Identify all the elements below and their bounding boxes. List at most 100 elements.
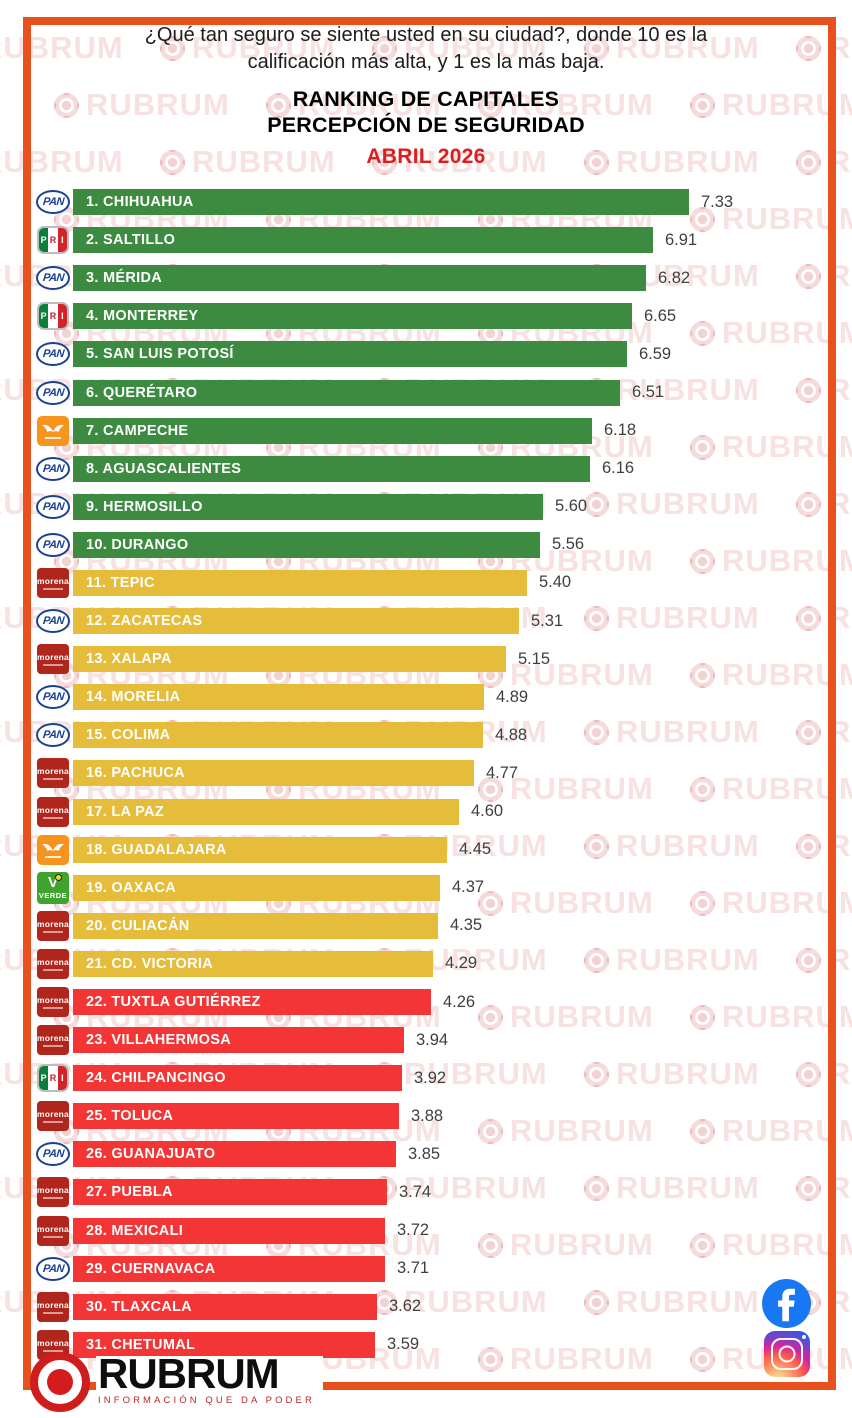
ranking-row: V VERDE 19. OAXACA 4.37 (0, 869, 852, 907)
party-logo-pan: PAN (36, 1142, 70, 1167)
ranking-row: 18. GUADALAJARA 4.45 (0, 831, 852, 869)
bar: 12. ZACATECAS (73, 608, 519, 635)
ranking-row: morena 16. PACHUCA 4.77 (0, 754, 852, 792)
bar-value: 3.85 (408, 1144, 441, 1163)
bar-label: 5. SAN LUIS POTOSÍ (86, 346, 234, 363)
bar: 30. TLAXCALA (73, 1293, 377, 1320)
bar: 28. MEXICALI (73, 1217, 385, 1244)
bar: 5. SAN LUIS POTOSÍ (73, 341, 627, 368)
bar-label: 29. CUERNAVACA (86, 1260, 216, 1277)
rubrum-bullseye-icon (30, 1352, 90, 1412)
party-logo-cell: morena (36, 796, 70, 827)
ranking-row: PAN 14. MORELIA 4.89 (0, 678, 852, 716)
ranking-row: PAN 26. GUANAJUATO 3.85 (0, 1135, 852, 1173)
party-logo-cell: PAN (36, 609, 70, 634)
party-logo-pan: PAN (36, 1256, 70, 1281)
morena-subline (43, 1311, 63, 1314)
bar-value: 6.51 (632, 383, 665, 402)
party-logo-morena: morena (37, 910, 69, 941)
party-logo-pan: PAN (36, 456, 70, 481)
bar-value: 6.91 (665, 230, 698, 249)
bar-label: 28. MEXICALI (86, 1222, 184, 1239)
bar-value: 4.45 (459, 840, 492, 859)
facebook-icon[interactable] (762, 1279, 811, 1328)
bar-value: 5.40 (539, 573, 572, 592)
ranking-row: morena 13. XALAPA 5.15 (0, 640, 852, 678)
pan-label: PAN (41, 272, 65, 285)
ranking-row: PAN 10. DURANGO 5.56 (0, 526, 852, 564)
bar: 26. GUANAJUATO (73, 1141, 396, 1168)
bar-value: 4.77 (486, 763, 519, 782)
morena-subline (43, 968, 63, 971)
bar-label: 26. GUANAJUATO (86, 1146, 216, 1163)
ranking-row: P R I 24. CHILPANCINGO 3.92 (0, 1059, 852, 1097)
bar: 17. LA PAZ (73, 798, 459, 825)
bar: 27. PUEBLA (73, 1179, 387, 1206)
party-logo-cell: PAN (36, 456, 70, 481)
eagle-icon (42, 844, 64, 852)
bar: 31. CHETUMAL (73, 1331, 375, 1358)
ranking-row: PAN 15. COLIMA 4.88 (0, 716, 852, 754)
verde-label: VERDE (38, 890, 68, 900)
pan-label: PAN (41, 196, 65, 209)
pan-label: PAN (41, 1262, 65, 1275)
bar: 13. XALAPA (73, 646, 506, 673)
morena-subline (43, 930, 63, 933)
morena-subline (43, 1235, 63, 1238)
bar: 11. TEPIC (73, 569, 527, 596)
page-title-line1: RANKING DE CAPITALES (292, 87, 560, 111)
bar: 29. CUERNAVACA (73, 1255, 385, 1282)
bar: 22. TUXTLA GUTIÉRREZ (73, 989, 431, 1016)
bar-value: 4.37 (452, 878, 485, 897)
bar-label: 15. COLIMA (86, 727, 171, 744)
ranking-row: morena 27. PUEBLA 3.74 (0, 1173, 852, 1211)
ranking-row: morena 20. CULIACÁN 4.35 (0, 907, 852, 945)
morena-subline (43, 587, 63, 590)
pri-stripe: P (39, 228, 49, 253)
bar-value: 6.59 (639, 344, 672, 363)
party-logo-mc (37, 415, 69, 446)
ranking-row: PAN 12. ZACATECAS 5.31 (0, 602, 852, 640)
party-logo-morena: morena (37, 1291, 69, 1322)
party-logo-pan: PAN (36, 494, 70, 519)
morena-subline (43, 778, 63, 781)
party-logo-cell: morena (36, 910, 70, 941)
party-logo-cell: morena (36, 987, 70, 1018)
bar-value: 5.31 (531, 611, 564, 630)
instagram-icon[interactable] (764, 1331, 810, 1377)
pan-label: PAN (41, 538, 65, 551)
ranking-row: morena 11. TEPIC 5.40 (0, 564, 852, 602)
bar-label: 4. MONTERREY (86, 308, 199, 325)
party-logo-cell: PAN (36, 494, 70, 519)
rubrum-brand-text: RUBRUM INFORMACIÓN QUE DA PODER (96, 1353, 323, 1408)
party-logo-pan: PAN (36, 190, 70, 215)
pri-stripe: P (39, 304, 49, 329)
party-logo-morena: morena (37, 796, 69, 827)
party-logo-morena: morena (37, 1025, 69, 1056)
bar-label: 16. PACHUCA (86, 765, 185, 782)
bar-label: 6. QUERÉTARO (86, 384, 198, 401)
bar: 3. MÉRIDA (73, 265, 646, 292)
bar: 20. CULIACÁN (73, 912, 438, 939)
instagram-camera-frame (771, 1338, 803, 1370)
party-logo-morena: morena (37, 1215, 69, 1246)
page-title: RANKING DE CAPITALES PERCEPCIÓN DE SEGUR… (0, 86, 852, 138)
party-logo-cell: PAN (36, 532, 70, 557)
ranking-row: P R I 2. SALTILLO 6.91 (0, 221, 852, 259)
period-label: ABRIL 2026 (366, 145, 486, 168)
brand-tagline: INFORMACIÓN QUE DA PODER (98, 1395, 315, 1406)
bar-label: 8. AGUASCALIENTES (86, 460, 242, 477)
frame-border (23, 17, 836, 1390)
party-logo-cell: morena (36, 1177, 70, 1208)
verde-v-toucan: V (47, 873, 63, 891)
bar-label: 2. SALTILLO (86, 232, 176, 249)
rubrum-brand: RUBRUM INFORMACIÓN QUE DA PODER (30, 1352, 323, 1412)
pri-stripe: R (48, 228, 58, 253)
party-logo-pan: PAN (36, 609, 70, 634)
ranking-row: 7. CAMPECHE 6.18 (0, 412, 852, 450)
pri-stripe: R (48, 1066, 58, 1091)
instagram-camera-dot (802, 1335, 806, 1339)
ranking-chart: PAN 1. CHIHUAHUA 7.33 P R I 2. SALTILLO 6.91 PAN… (0, 183, 852, 1364)
party-logo-morena: morena (37, 1177, 69, 1208)
pan-label: PAN (41, 1148, 65, 1161)
